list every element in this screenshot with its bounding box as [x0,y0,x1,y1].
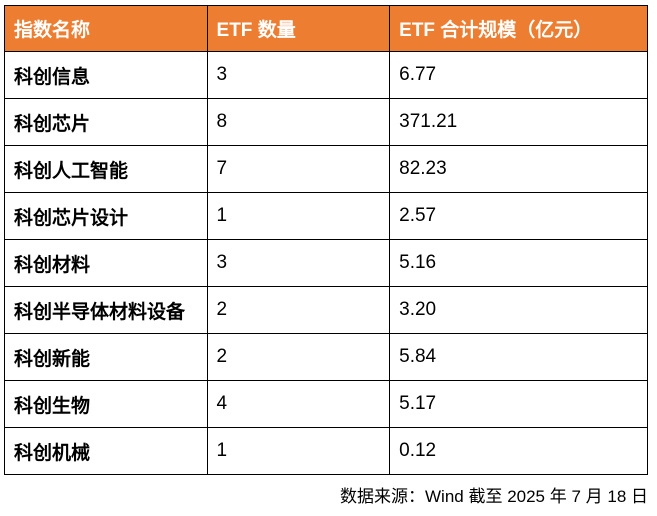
table-row: 科创机械 1 0.12 [4,427,648,475]
col-header-etf-scale: ETF 合计规模（亿元） [389,5,648,52]
table-row: 科创新能 2 5.84 [4,333,648,381]
col-header-etf-count: ETF 数量 [206,5,391,52]
etf-scale-cell: 5.16 [389,239,648,287]
index-name-cell: 科创人工智能 [4,145,208,193]
index-name-cell: 科创半导体材料设备 [4,286,208,334]
etf-count-cell: 8 [206,98,391,146]
etf-count-cell: 3 [206,239,391,287]
etf-scale-cell: 3.20 [389,286,648,334]
table-row: 科创人工智能 7 82.23 [4,145,648,193]
etf-scale-cell: 2.57 [389,192,648,240]
etf-scale-cell: 0.12 [389,427,648,475]
index-name-cell: 科创生物 [4,380,208,428]
etf-count-cell: 1 [206,427,391,475]
etf-count-cell: 1 [206,192,391,240]
col-header-index-name: 指数名称 [4,5,208,52]
etf-count-cell: 7 [206,145,391,193]
etf-scale-cell: 5.17 [389,380,648,428]
etf-scale-cell: 371.21 [389,98,648,146]
etf-count-cell: 4 [206,380,391,428]
etf-count-cell: 2 [206,286,391,334]
index-name-cell: 科创材料 [4,239,208,287]
etf-scale-cell: 82.23 [389,145,648,193]
table-row: 科创生物 4 5.17 [4,380,648,428]
etf-scale-cell: 5.84 [389,333,648,381]
table-row: 科创信息 3 6.77 [4,51,648,99]
index-name-cell: 科创机械 [4,427,208,475]
etf-table: 指数名称 ETF 数量 ETF 合计规模（亿元） 科创信息 3 6.77 科创芯… [4,5,648,475]
data-source-note: 数据来源：Wind 截至 2025 年 7 月 18 日 [340,487,648,506]
etf-scale-cell: 6.77 [389,51,648,99]
table-row: 科创芯片 8 371.21 [4,98,648,146]
index-name-cell: 科创芯片 [4,98,208,146]
etf-count-cell: 2 [206,333,391,381]
index-name-cell: 科创新能 [4,333,208,381]
index-name-cell: 科创信息 [4,51,208,99]
table-row: 科创材料 3 5.16 [4,239,648,287]
table-row: 科创芯片设计 1 2.57 [4,192,648,240]
index-name-cell: 科创芯片设计 [4,192,208,240]
etf-count-cell: 3 [206,51,391,99]
table-row: 科创半导体材料设备 2 3.20 [4,286,648,334]
header-row: 指数名称 ETF 数量 ETF 合计规模（亿元） [4,5,648,52]
